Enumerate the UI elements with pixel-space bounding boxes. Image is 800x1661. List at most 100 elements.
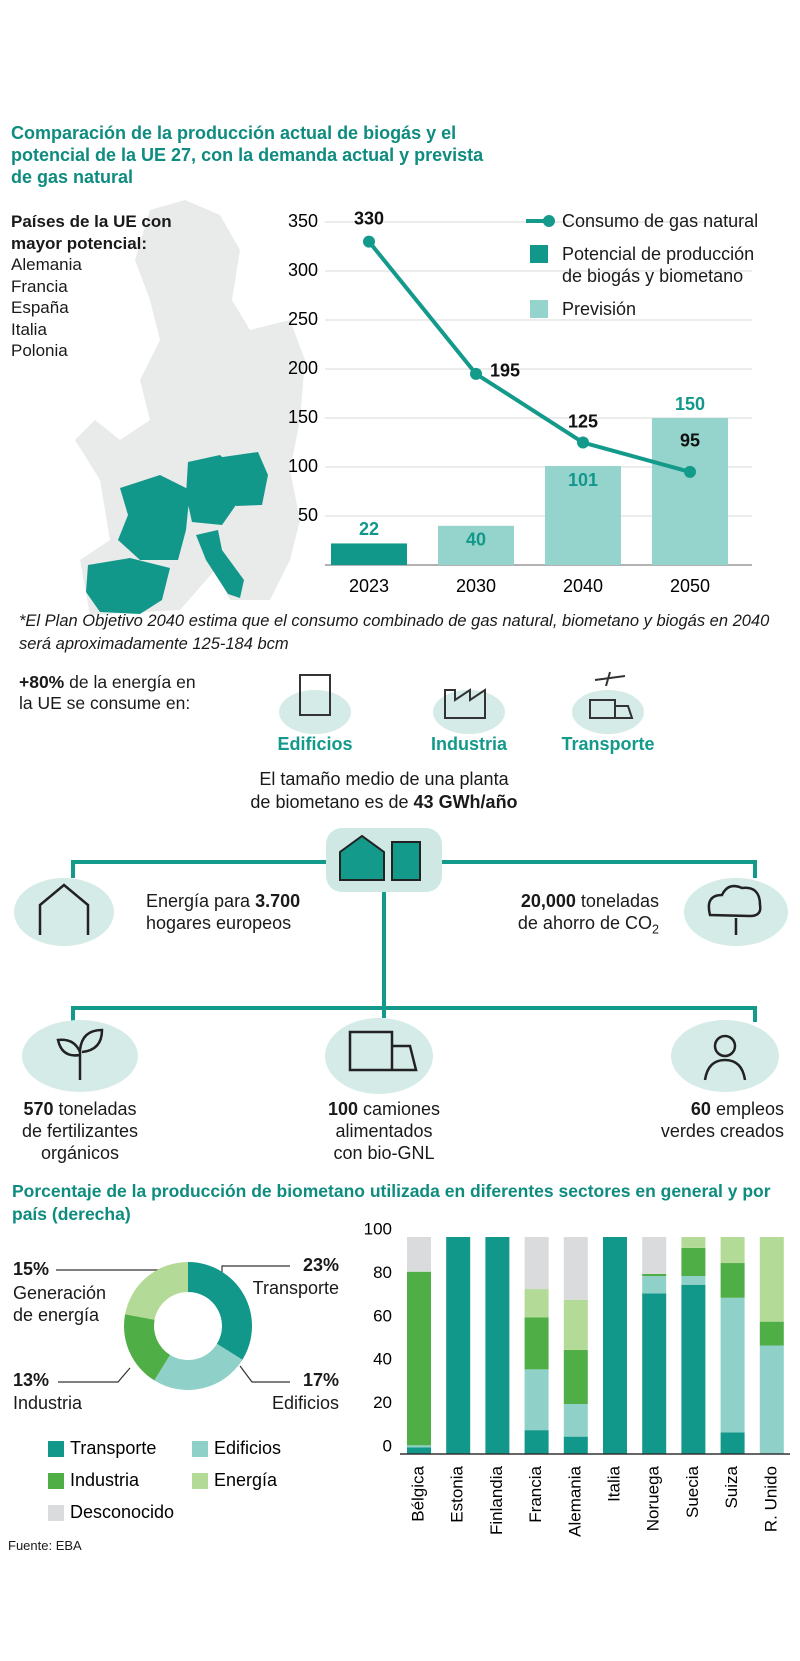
map-teal-italy [196, 530, 244, 598]
map-text: Países de la UE con mayor potencial: Alema… [11, 211, 172, 362]
bar-segment [603, 1237, 627, 1454]
text-segment: El tamaño medio de una planta [259, 769, 509, 789]
bar-segment [563, 1349, 588, 1405]
benefit-text: 100 camiones alimentados con bio-GNL [284, 1098, 484, 1164]
text-segment: toneladas [53, 1099, 137, 1119]
bar-segment [759, 1321, 784, 1346]
line-marker [363, 235, 375, 248]
bar-segment [681, 1276, 706, 1285]
text-segment: de ahorro de CO [517, 913, 652, 933]
map-teal-poland [216, 452, 268, 506]
y-tick-label: 350 [288, 211, 318, 231]
text-segment: Energía para [146, 891, 256, 911]
text-line: alimentados [284, 1120, 484, 1142]
text-line: de biometano es de 43 GWh/año [184, 791, 584, 814]
x-tick-label: Alemania [565, 1465, 584, 1536]
y-tick-label: 60 [373, 1306, 392, 1325]
strong-text: 570 [23, 1099, 54, 1119]
data-label: 125 [568, 411, 598, 431]
legend-label: Previsión [562, 299, 637, 319]
data-label: 22 [359, 519, 379, 539]
text-line: 20,000 toneladas [459, 890, 659, 912]
text-line: orgánicos [0, 1142, 160, 1164]
icon-truck [348, 1030, 418, 1072]
bar-segment [642, 1273, 667, 1277]
line-marker [684, 465, 696, 478]
y-tick-label: 0 [383, 1436, 392, 1455]
x-tick-label: R. Unido [761, 1466, 780, 1532]
icon-plane [594, 671, 626, 687]
bar-segment [642, 1276, 667, 1294]
bar [331, 543, 407, 565]
text-line: +80% de la energía en [19, 672, 196, 693]
text-line: de fertilizantes [0, 1120, 160, 1142]
text-line: 60 empleos [584, 1098, 784, 1120]
legend-swatch [530, 245, 548, 263]
bar-segment [407, 1447, 431, 1454]
bar-segment [642, 1237, 667, 1274]
map-teal-spain [86, 558, 170, 614]
country-name: Polonia [11, 341, 68, 360]
bar [438, 525, 514, 565]
icon-leaf [56, 1028, 104, 1080]
text-segment: toneladas [575, 891, 659, 911]
donut-slice [125, 1262, 188, 1320]
bar-segment [642, 1293, 667, 1454]
leader-line [58, 1367, 131, 1383]
energy-intro: +80% de la energía en la UE se consume en… [19, 672, 196, 714]
x-tick-label: Francia [526, 1465, 545, 1522]
data-label: 330 [354, 208, 384, 228]
legend-label: Consumo de gas natural [562, 211, 759, 231]
strong-text: 60 [690, 1099, 711, 1119]
bar [545, 466, 621, 565]
icon-bg [14, 878, 114, 946]
strong-text: 3.700 [255, 891, 301, 911]
donut-category-label: Transporte [252, 1278, 339, 1298]
bar-segment [563, 1237, 588, 1300]
country-name: Italia [11, 319, 47, 339]
source: Fuente: EBA [8, 1538, 82, 1553]
text-line: Energía para 3.700 [146, 890, 300, 912]
benefit-text: 60 empleos verdes creados [584, 1098, 784, 1142]
text-segment: con bio-GNL [333, 1143, 435, 1163]
benefit-text: 570 toneladas de fertilizantes orgánicos [0, 1098, 160, 1164]
tree-lines [71, 860, 757, 1022]
x-tick-label: 2040 [563, 576, 603, 596]
map-heading: Países de la UE con [11, 212, 172, 231]
strong-text: 43 GWh/año [413, 792, 518, 812]
bar-segment [720, 1237, 745, 1264]
bar-segment [681, 1237, 706, 1248]
bar-segment [407, 1237, 431, 1272]
bar-segment [524, 1317, 549, 1370]
tree-connector [71, 892, 757, 1022]
text-line: de ahorro de CO2 [459, 912, 659, 941]
bar-segment [720, 1263, 745, 1298]
text-segment: hogares europeos [146, 913, 292, 933]
bar-segment [407, 1445, 431, 1448]
sector-icons [279, 671, 644, 734]
y-tick-label: 150 [288, 407, 318, 427]
data-label: 195 [490, 361, 520, 381]
x-tick-label: 2050 [670, 576, 710, 596]
legend-label: Industria [70, 1470, 140, 1490]
sector-label: Transporte [561, 734, 655, 754]
data-label: 150 [675, 394, 705, 414]
icon-worker [703, 1034, 747, 1081]
bar-segment [759, 1237, 784, 1322]
y-tick-label: 100 [288, 456, 318, 476]
footnote: *El Plan Objetivo 2040 estima que el con… [19, 612, 770, 653]
icon-bg [572, 690, 644, 734]
text-segment: la UE se consume en: [19, 693, 191, 713]
bar-segment [720, 1432, 745, 1454]
x-tick-label: Italia [604, 1465, 623, 1501]
bar-segment [720, 1297, 745, 1433]
legend-marker [543, 215, 555, 227]
x-tick-label: Suiza [722, 1465, 741, 1508]
data-label: 101 [568, 470, 598, 490]
donut-slice [123, 1314, 171, 1381]
strong-text: 100 [327, 1099, 358, 1119]
donut-category-label: Industria [13, 1393, 83, 1413]
icon-building [299, 674, 331, 716]
text-segment: de la energía en [64, 672, 196, 692]
text-segment: verdes creados [660, 1121, 784, 1141]
